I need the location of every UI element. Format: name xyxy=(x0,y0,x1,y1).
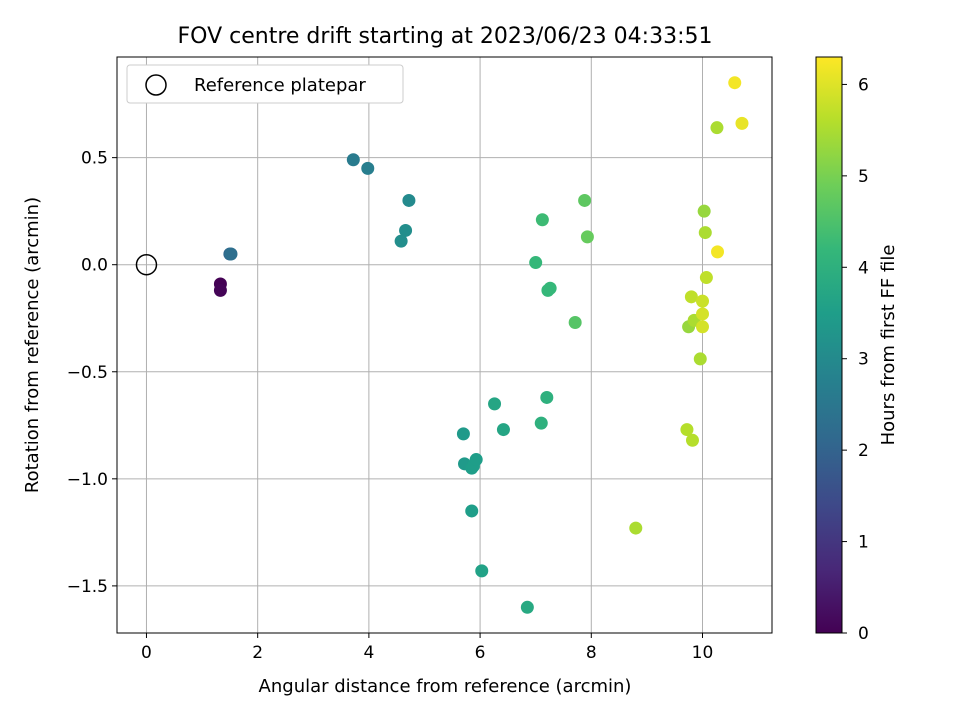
data-point xyxy=(535,213,549,227)
x-tick-label: 6 xyxy=(475,643,486,663)
colorbar-ticks: 0 1 2 3 4 5 6 xyxy=(842,75,869,644)
legend-entry-reference-platepar: Reference platepar xyxy=(194,75,366,96)
x-axis-label: Angular distance from reference (arcmin) xyxy=(259,676,632,697)
data-point xyxy=(684,290,698,304)
reference-platepar-marker xyxy=(135,253,158,276)
data-point xyxy=(710,121,724,135)
data-point xyxy=(488,397,502,411)
y-tick-label: −1.0 xyxy=(67,470,108,490)
data-point xyxy=(629,521,643,535)
data-point xyxy=(361,161,375,175)
colorbar-tick-label: 0 xyxy=(858,624,869,644)
colorbar-tick-label: 2 xyxy=(858,441,869,461)
data-point xyxy=(213,283,227,297)
y-tick-label: 0.0 xyxy=(81,256,108,276)
colorbar-tick-label: 1 xyxy=(858,533,869,553)
data-point xyxy=(568,316,582,330)
data-point xyxy=(534,416,548,430)
grid-lines xyxy=(117,57,772,633)
data-point xyxy=(465,504,479,518)
data-point xyxy=(693,352,707,366)
colorbar: 0 1 2 3 4 5 6 Hours from first FF file xyxy=(815,56,899,644)
data-point xyxy=(346,153,360,167)
data-point xyxy=(456,427,470,441)
data-point xyxy=(695,307,709,321)
x-tick-label: 10 xyxy=(692,643,714,663)
data-point xyxy=(580,230,594,244)
x-tick-label: 8 xyxy=(586,643,597,663)
colorbar-tick-label: 3 xyxy=(858,350,869,370)
data-point xyxy=(697,204,711,218)
data-point xyxy=(711,245,725,259)
data-point xyxy=(578,193,592,207)
legend: Reference platepar xyxy=(126,64,404,104)
y-tick-label: −1.5 xyxy=(67,577,108,597)
data-point xyxy=(520,600,534,614)
data-points xyxy=(213,76,749,614)
data-point xyxy=(475,564,489,578)
data-point xyxy=(469,453,483,467)
x-axis-ticks: 0 2 4 6 8 10 xyxy=(141,633,713,663)
data-point xyxy=(540,390,554,404)
data-point xyxy=(399,223,413,237)
data-point xyxy=(543,281,557,295)
colorbar-label: Hours from first FF file xyxy=(878,245,899,446)
colorbar-tick-label: 6 xyxy=(858,75,869,95)
y-tick-label: −0.5 xyxy=(67,363,108,383)
chart-title: FOV centre drift starting at 2023/06/23 … xyxy=(178,24,713,49)
data-point xyxy=(685,433,699,447)
y-axis-ticks: −1.5 −1.0 −0.5 0.0 0.5 xyxy=(67,149,117,597)
y-tick-label: 0.5 xyxy=(81,149,108,169)
data-point xyxy=(699,271,713,285)
legend-reference-marker xyxy=(145,74,167,96)
x-tick-label: 4 xyxy=(363,643,374,663)
colorbar-gradient xyxy=(815,56,843,634)
data-point xyxy=(695,320,709,334)
data-point xyxy=(728,76,742,90)
plot-area-frame xyxy=(116,56,773,634)
reference-marker-layer xyxy=(135,253,158,276)
data-point xyxy=(529,256,543,270)
data-point xyxy=(224,247,238,261)
colorbar-tick-label: 5 xyxy=(858,167,869,187)
data-point xyxy=(695,294,709,308)
data-point xyxy=(698,226,712,240)
data-point xyxy=(680,423,694,437)
data-point xyxy=(496,423,510,437)
x-tick-label: 0 xyxy=(141,643,152,663)
data-point xyxy=(402,193,416,207)
colorbar-tick-label: 4 xyxy=(858,258,869,278)
data-point xyxy=(735,116,749,130)
y-axis-label: Rotation from reference (arcmin) xyxy=(22,197,43,493)
legend-box xyxy=(126,64,404,104)
x-tick-label: 2 xyxy=(252,643,263,663)
data-point xyxy=(394,234,408,248)
